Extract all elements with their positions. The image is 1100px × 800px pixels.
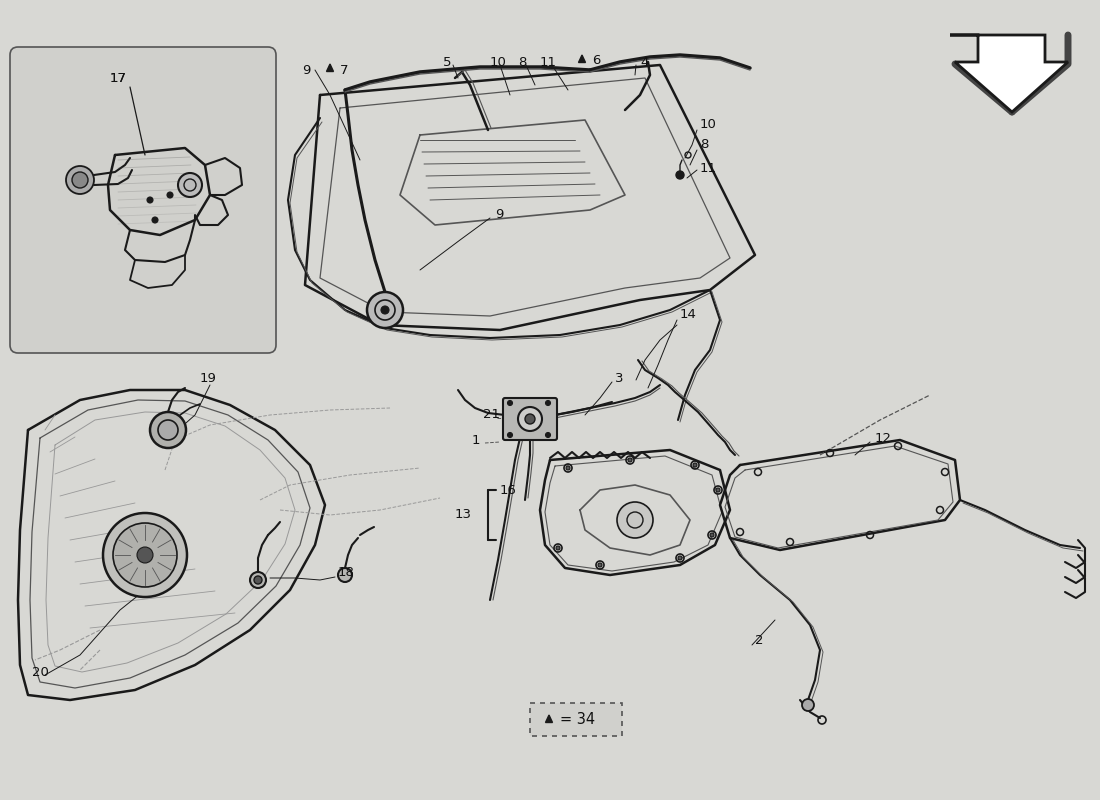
Circle shape [113,523,177,587]
Text: 6: 6 [592,54,601,66]
Text: 19: 19 [200,371,217,385]
Text: 11: 11 [540,55,557,69]
Circle shape [566,466,570,470]
Circle shape [676,171,684,179]
Text: 9: 9 [495,209,504,222]
Circle shape [546,401,550,406]
Text: 11: 11 [700,162,717,174]
Text: 7: 7 [340,63,349,77]
Circle shape [138,547,153,563]
Circle shape [716,488,720,492]
Text: 17: 17 [110,71,126,85]
Text: 8: 8 [700,138,708,151]
Circle shape [338,568,352,582]
FancyBboxPatch shape [530,703,621,736]
Circle shape [525,414,535,424]
Text: 10: 10 [490,55,507,69]
Text: 4: 4 [640,55,648,69]
Text: 20: 20 [32,666,48,678]
Circle shape [178,173,202,197]
Circle shape [152,217,158,223]
Text: 3: 3 [615,371,624,385]
FancyBboxPatch shape [503,398,557,440]
Text: 5: 5 [443,55,451,69]
Circle shape [72,172,88,188]
Text: 12: 12 [874,431,892,445]
Circle shape [147,197,153,203]
Text: 10: 10 [700,118,717,131]
Circle shape [66,166,94,194]
Text: 21: 21 [483,409,500,422]
Text: 17: 17 [110,71,126,85]
Text: 16: 16 [500,483,517,497]
Circle shape [150,412,186,448]
Circle shape [103,513,187,597]
Circle shape [250,572,266,588]
Polygon shape [950,35,1068,112]
Circle shape [617,502,653,538]
Circle shape [678,556,682,560]
Circle shape [158,420,178,440]
Circle shape [167,192,173,198]
Circle shape [710,533,714,537]
Circle shape [507,433,513,438]
Text: 8: 8 [518,55,527,69]
FancyBboxPatch shape [10,47,276,353]
Text: 14: 14 [680,309,697,322]
Circle shape [381,306,389,314]
Text: 13: 13 [455,509,472,522]
Circle shape [546,433,550,438]
Polygon shape [579,55,585,62]
Circle shape [598,563,602,567]
Circle shape [367,292,403,328]
Circle shape [254,576,262,584]
Polygon shape [327,64,333,71]
Text: 1: 1 [472,434,481,446]
Circle shape [507,401,513,406]
Circle shape [518,407,542,431]
Polygon shape [546,715,552,722]
Circle shape [556,546,560,550]
Circle shape [802,699,814,711]
Circle shape [693,463,697,467]
Text: 18: 18 [338,566,355,578]
Circle shape [628,458,632,462]
Text: 2: 2 [755,634,763,646]
Text: 9: 9 [302,63,310,77]
Text: = 34: = 34 [560,713,595,727]
